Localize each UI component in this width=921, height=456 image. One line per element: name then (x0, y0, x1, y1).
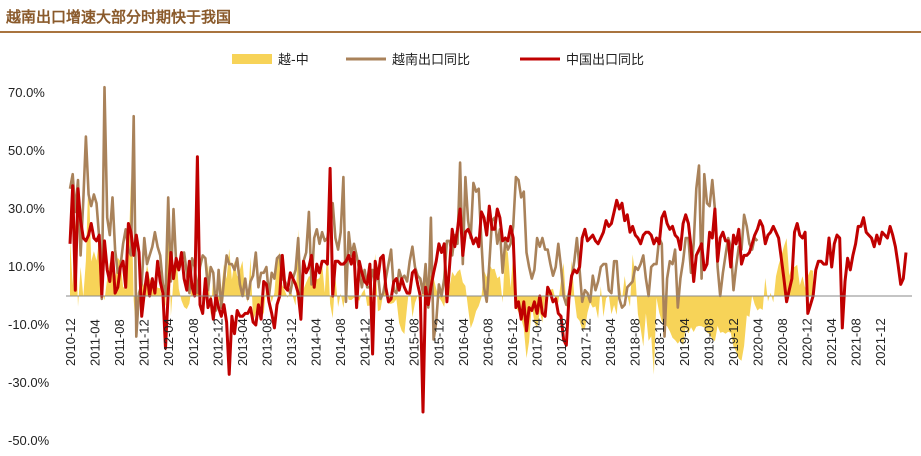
x-tick-label: 2019-12 (726, 318, 741, 366)
legend-label: 中国出口同比 (566, 53, 644, 68)
x-tick-label: 2016-12 (505, 318, 520, 366)
x-tick-label: 2011-08 (112, 319, 127, 366)
line-series-china-export (68, 155, 908, 414)
x-tick-label: 2016-04 (456, 318, 471, 366)
x-tick-label: 2014-08 (333, 318, 348, 366)
y-tick-label: 30.0% (8, 201, 45, 216)
x-tick-label: 2017-08 (554, 318, 569, 366)
x-tick-label: 2013-04 (235, 318, 250, 366)
legend-swatch-area (232, 54, 272, 64)
x-tick-label: 2019-04 (677, 318, 692, 366)
x-tick-label: 2021-12 (873, 318, 888, 366)
x-tick-label: 2021-04 (824, 318, 839, 366)
x-tick-label: 2011-12 (137, 319, 152, 366)
x-tick-label: 2016-08 (480, 318, 495, 366)
x-tick-label: 2020-12 (800, 318, 815, 366)
x-tick-label: 2020-08 (775, 318, 790, 366)
x-tick-label: 2012-08 (186, 318, 201, 366)
x-tick-label: 2015-12 (431, 318, 446, 366)
x-tick-label: 2014-12 (358, 318, 373, 366)
y-tick-label: 70.0% (8, 85, 45, 100)
x-tick-label: 2013-08 (259, 318, 274, 366)
x-tick-label: 2021-08 (849, 318, 864, 366)
area-series-yue-zhong (70, 171, 814, 375)
title-underline (0, 31, 921, 33)
y-tick-label: -50.0% (8, 433, 50, 448)
y-tick-label: -30.0% (8, 375, 50, 390)
x-tick-label: 2010-12 (63, 318, 78, 366)
legend-label: 越南出口同比 (392, 52, 470, 68)
x-tick-label: 2014-04 (309, 318, 324, 366)
y-tick-label: -10.0% (8, 317, 50, 332)
x-tick-label: 2015-04 (382, 318, 397, 366)
x-tick-label: 2018-08 (628, 318, 643, 366)
x-tick-label: 2017-04 (529, 318, 544, 366)
x-tick-label: 2012-12 (210, 318, 225, 366)
x-tick-label: 2018-04 (603, 318, 618, 366)
x-tick-label: 2018-12 (652, 318, 667, 366)
legend-label: 越-中 (278, 53, 309, 68)
chart-title: 越南出口增速大部分时期快于我国 (6, 8, 232, 26)
x-tick-label: 2020-04 (750, 318, 765, 366)
x-tick-label: 2015-08 (407, 318, 422, 366)
x-tick-label: 2011-04 (88, 319, 103, 366)
x-tick-label: 2013-12 (284, 318, 299, 366)
y-tick-label: 10.0% (8, 259, 45, 274)
y-tick-label: 50.0% (8, 143, 45, 158)
x-tick-label: 2017-12 (579, 318, 594, 366)
x-tick-label: 2012-04 (161, 318, 176, 366)
line-series-vietnam-export (68, 85, 759, 341)
x-tick-label: 2019-08 (701, 318, 716, 366)
